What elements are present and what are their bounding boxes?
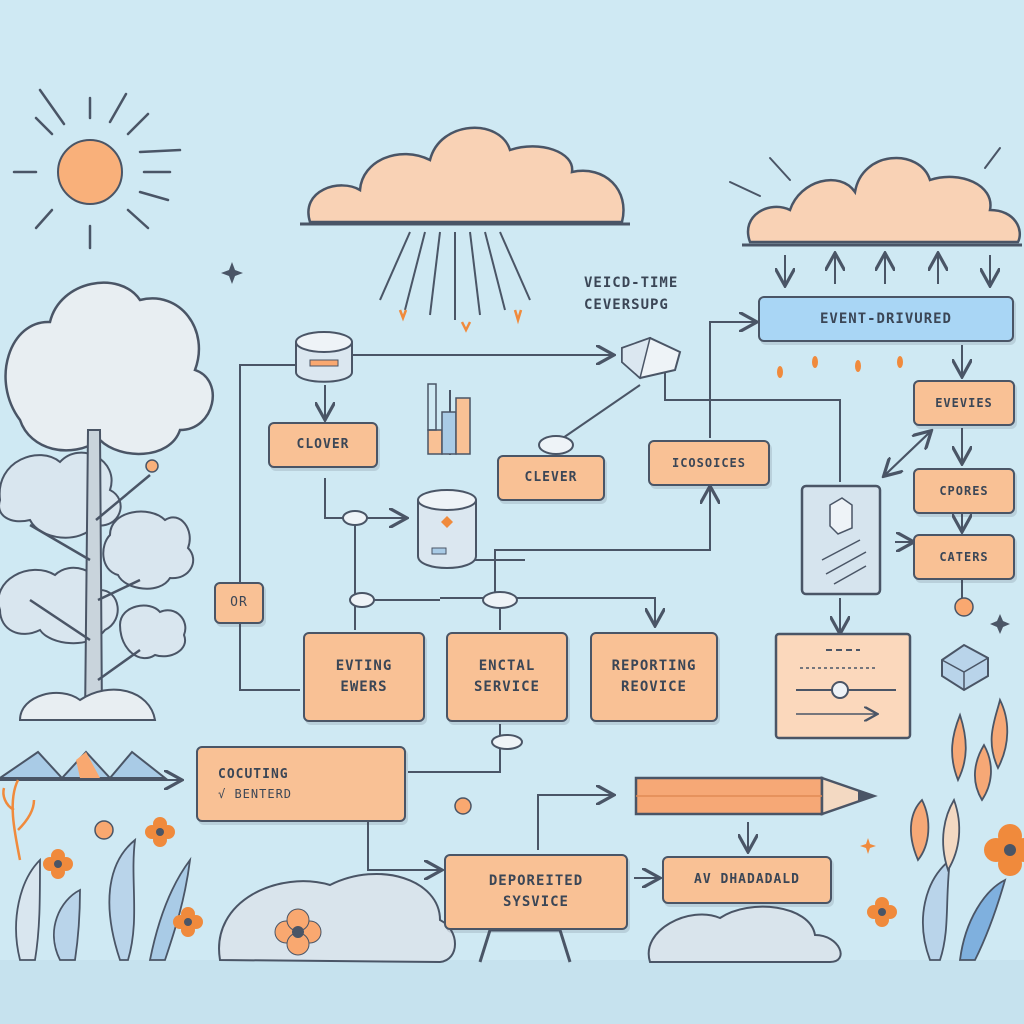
icosoices-node: ICOSOICES	[648, 440, 770, 486]
icosoices-label: ICOSOICES	[671, 456, 747, 470]
document-card	[774, 632, 912, 740]
mountains-icon	[0, 750, 180, 780]
cube-icon	[941, 597, 989, 692]
deporeited-line2: SYSVICE	[502, 894, 569, 910]
ground-strip	[0, 960, 1024, 1024]
cloud-icon	[300, 126, 630, 333]
pie-chart-icon	[621, 336, 682, 380]
connectors	[239, 322, 962, 878]
event-driven-label: EVENT-DRIVURED	[819, 310, 952, 327]
or-label: OR	[230, 595, 248, 611]
cocuting-line2: √ BENTERD	[218, 786, 293, 801]
tablet-icon	[800, 484, 882, 596]
clever-label: CLEVER	[524, 470, 578, 486]
database-icon	[295, 331, 353, 383]
deporeited-line1: DEPOREITED	[488, 873, 584, 889]
database-icon	[417, 489, 477, 569]
connector-nodes	[342, 435, 574, 750]
clever-node: CLEVER	[497, 455, 605, 501]
reporting-reovice-line2: REOVICE	[620, 679, 687, 695]
plant-icons	[15, 697, 1009, 961]
cloud-arrows	[785, 255, 990, 284]
cpores-label: CPORES	[939, 484, 989, 498]
header-label-line2: CEVERSUPG	[584, 297, 669, 314]
evevies-label: EVEVIES	[935, 396, 993, 410]
deporeited-node: DEPOREITED SYSVICE	[444, 854, 628, 930]
header-label-line1: VEICD-TIME	[584, 275, 679, 291]
or-node: OR	[214, 582, 264, 624]
av-dhadadald-node: AV DHADADALD	[662, 856, 832, 904]
bar-chart-icon	[427, 383, 471, 455]
header-label: VEICD-TIME CEVERSUPG	[584, 272, 678, 317]
clover-label: CLOVER	[296, 437, 350, 453]
evevies-node: EVEVIES	[913, 380, 1015, 426]
cocuting-line1: COCUTING	[218, 767, 289, 783]
enctal-service-node: ENCTAL SERVICE	[446, 632, 568, 722]
enctal-service-line1: ENCTAL	[478, 658, 536, 674]
pencil-icon	[634, 776, 878, 816]
caters-node: CATERS	[913, 534, 1015, 580]
cpores-node: CPORES	[913, 468, 1015, 514]
cloud-icon	[729, 147, 1022, 247]
caters-label: CATERS	[939, 550, 989, 564]
evtng-evers-line1: EVTING	[335, 658, 393, 674]
sparkle-icons	[221, 262, 1010, 854]
av-dhadadald-label: AV DHADADALD	[694, 872, 800, 888]
tree-icon	[0, 281, 214, 721]
cocuting-node: COCUTING √ BENTERD	[196, 746, 406, 822]
drip-marks	[777, 356, 903, 378]
evtng-evers-line2: EWERS	[340, 679, 388, 695]
flower-icons	[2, 779, 1024, 956]
reporting-reovice-line1: REPORTING	[611, 658, 697, 674]
clover-node: CLOVER	[268, 422, 378, 468]
event-driven-node: EVENT-DRIVURED	[758, 296, 1014, 342]
reporting-reovice-node: REPORTING REOVICE	[590, 632, 718, 722]
evtng-evers-node: EVTING EWERS	[303, 632, 425, 722]
sun-icon	[12, 88, 182, 250]
enctal-service-line2: SERVICE	[473, 679, 540, 695]
